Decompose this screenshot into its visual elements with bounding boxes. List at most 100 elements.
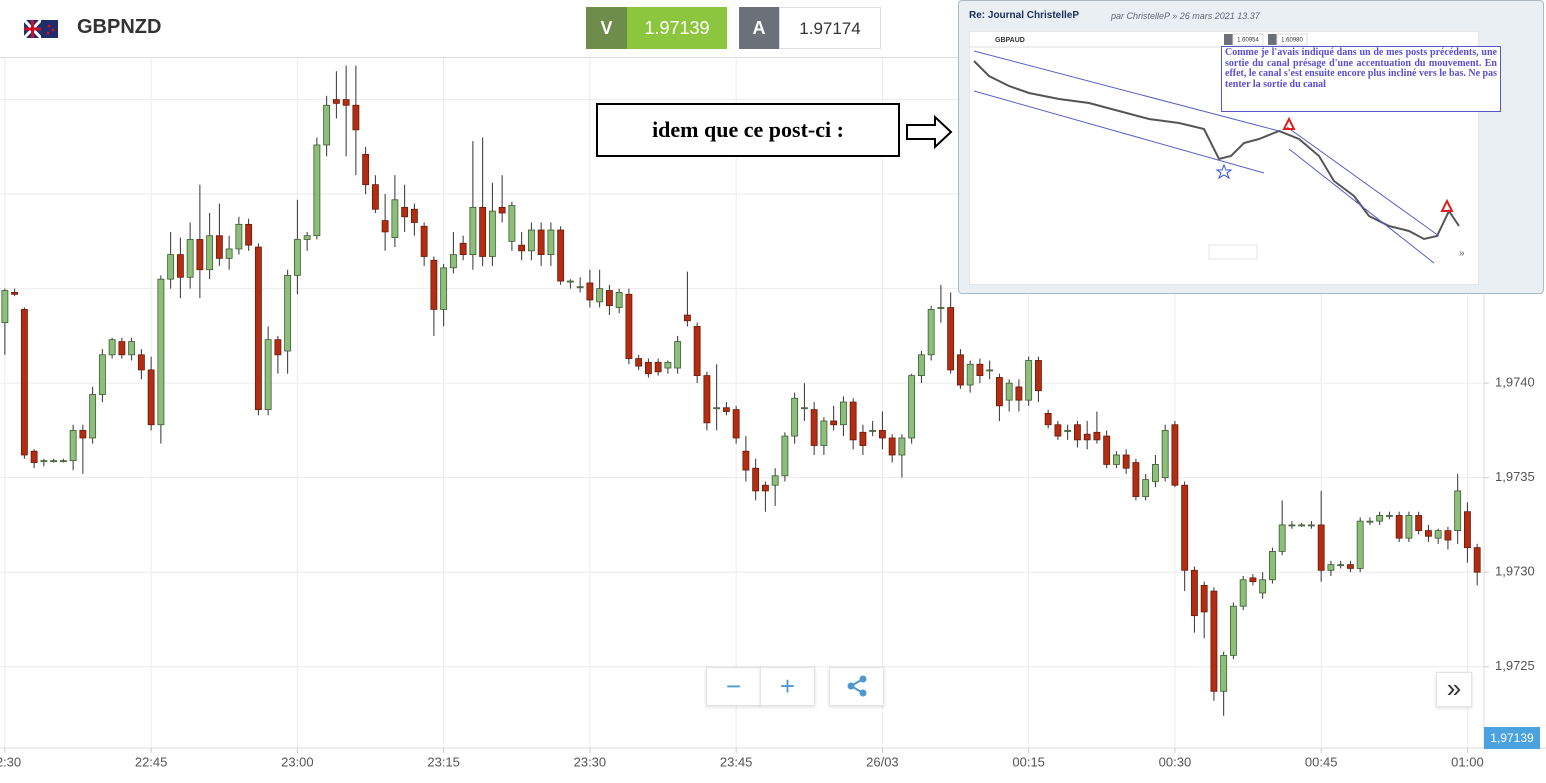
candle-body [284,274,292,352]
candle-body [362,154,370,186]
candle-body [722,407,730,412]
candle-body [449,254,457,269]
share-button[interactable] [829,667,884,706]
candle-body [527,229,535,252]
candle-body [1395,515,1403,539]
candle-body [1142,479,1150,497]
candle-body [20,309,28,456]
candle-body [791,397,799,437]
candle-body [761,484,769,492]
candle-body [742,450,750,471]
candle-body [440,267,448,310]
candle-body [927,309,935,356]
candle-body [1025,360,1033,401]
candle-body [1327,564,1335,571]
candle-body [245,223,253,246]
candle-body [59,460,67,463]
candle-body [1239,579,1247,607]
x-tick-label: 00:30 [1159,754,1192,769]
candle-body [1376,515,1384,522]
candle-body [1015,386,1023,401]
candle-body [1034,360,1042,392]
candle-body [596,288,604,303]
zoom-out-button[interactable]: − [706,667,761,706]
candle-body [459,242,467,256]
candle-body [50,460,58,463]
candle-body [557,229,565,282]
candle-body [683,314,691,322]
candle-body [89,394,97,439]
candle-body [157,278,165,426]
candle-body [615,292,623,308]
y-tick-label: 1,9740 [1495,375,1535,390]
candle-body [898,437,906,456]
candle-body [1073,424,1081,441]
candle-body [1268,550,1276,581]
candle-body [1005,382,1013,401]
candle-body [986,369,994,372]
candle-body [566,280,574,283]
candle-body [147,369,155,426]
candle-body [1249,577,1257,583]
candle-body [11,292,19,295]
candle-body [703,375,711,424]
candle-body [1181,484,1189,571]
candle-body [69,430,77,462]
candle-body [1112,454,1120,465]
candle-body [40,460,48,463]
inset-symbol: GBPAUD [995,37,1025,44]
candle-body [810,409,818,446]
candle-body [888,437,896,456]
candle-body [1415,515,1423,532]
candle-body [1190,569,1198,617]
x-tick-label: 22:30 [0,754,21,769]
candle-body [215,235,223,259]
inset-title: Re: Journal ChristelleP [969,10,1080,21]
x-tick-label: 23:30 [574,754,607,769]
candle-body [352,104,360,131]
flag-icon [24,20,58,38]
candle-body [976,363,984,376]
candle-body [391,199,399,238]
candle-body [1454,490,1462,532]
candle-body [849,401,857,441]
annotation: idem que ce post-ci : [596,103,900,157]
x-tick-label: 23:15 [427,754,460,769]
candle-body [1278,524,1286,552]
candle-body [674,341,682,369]
candle-body [235,223,243,250]
buy-price[interactable]: 1.97174 [779,7,881,49]
zoom-in-button[interactable]: + [760,667,815,706]
candle-body [859,431,867,446]
candle-body [254,246,262,411]
candle-body [966,363,974,386]
share-icon [847,675,866,697]
candle-body [800,407,808,410]
last-price-label: 1,97139 [1484,727,1540,749]
scroll-end-button[interactable]: » [1436,672,1472,707]
sell-letter[interactable]: V [586,7,627,49]
candle-body [176,254,184,278]
sell-price[interactable]: 1.97139 [627,7,727,49]
y-tick-label: 1,9725 [1495,658,1535,673]
candle-body [1083,433,1091,441]
candle-body [401,206,409,218]
candle-body [1,290,9,324]
candle-body [274,339,282,356]
candle-body [1307,524,1315,527]
candle-body [1337,564,1345,567]
candle-body [313,144,321,237]
candle-body [693,326,701,376]
candle-body [1064,430,1072,432]
candle-body [576,286,584,289]
candle-body [98,354,106,395]
candle-body [547,229,555,256]
candle-body [878,430,886,439]
candle-body [625,293,633,359]
candle-body [1161,430,1169,479]
inset-note: Comme je l'avais indiqué dans un de mes … [1221,46,1501,112]
candle-body [264,339,272,411]
candle-body [518,244,526,252]
buy-letter[interactable]: A [739,7,779,49]
header: GBPNZD V 1.97139 A 1.97174 [0,0,958,58]
